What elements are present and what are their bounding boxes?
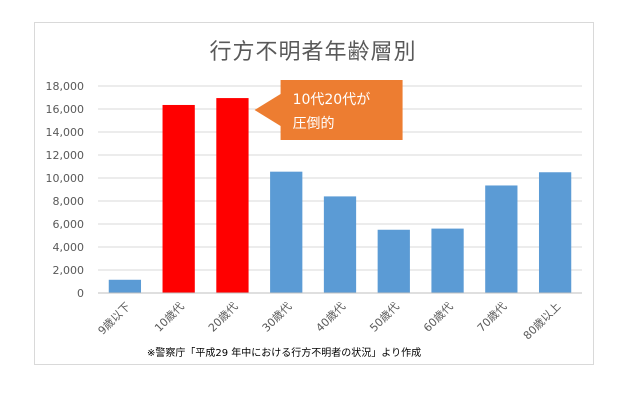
bar-1 bbox=[108, 279, 142, 293]
y-tick-label: 12,000 bbox=[46, 149, 85, 162]
bar-6 bbox=[377, 229, 410, 293]
callout-text-line-2: 圧倒的 bbox=[293, 116, 335, 132]
x-tick-label: 9歳以下 bbox=[96, 300, 133, 337]
callout-text-line-1: 10代20代が bbox=[293, 92, 371, 108]
y-tick-label: 0 bbox=[77, 287, 84, 300]
x-tick-label: 60歳代 bbox=[421, 300, 456, 335]
bar-2 bbox=[162, 104, 195, 293]
bar-8 bbox=[485, 185, 518, 293]
bars bbox=[108, 98, 572, 293]
x-tick-label: 70歳代 bbox=[475, 300, 510, 335]
bar-4 bbox=[270, 171, 303, 293]
x-tick-label: 20歳代 bbox=[206, 300, 241, 335]
y-tick-label: 6,000 bbox=[53, 218, 85, 231]
x-tick-label: 80歳以上 bbox=[521, 300, 563, 342]
y-tick-label: 16,000 bbox=[46, 103, 85, 116]
callout-annotation: 10代20代が 圧倒的 bbox=[254, 80, 403, 140]
x-tick-label: 10歳代 bbox=[152, 300, 187, 335]
bar-9 bbox=[538, 172, 572, 293]
source-note: ※警察庁「平成29 年中における行方不明者の状況」より作成 bbox=[147, 348, 422, 359]
x-tick-label: 40歳代 bbox=[313, 300, 348, 335]
bar-7 bbox=[431, 228, 464, 293]
y-tick-label: 14,000 bbox=[46, 126, 85, 139]
y-tick-label: 18,000 bbox=[46, 80, 85, 93]
y-tick-label: 8,000 bbox=[53, 195, 85, 208]
bar-3 bbox=[216, 98, 249, 293]
chart-title: 行方不明者年齢層別 bbox=[209, 40, 417, 65]
x-tick-label: 50歳代 bbox=[367, 300, 402, 335]
x-tick-label: 30歳代 bbox=[260, 300, 295, 335]
y-axis-ticks: 0 2,000 4,000 6,000 8,000 10,000 12,000 14,000 1… bbox=[46, 80, 85, 300]
x-axis-ticks: 9歳以下 10歳代 20歳代 30歳代 40歳代 50歳代 60歳代 70歳代 80歳以上 bbox=[96, 300, 564, 342]
bar-5 bbox=[323, 196, 357, 293]
y-tick-label: 4,000 bbox=[53, 241, 85, 254]
y-tick-label: 2,000 bbox=[53, 264, 85, 277]
callout-arrow-box bbox=[254, 80, 403, 140]
y-tick-label: 10,000 bbox=[46, 172, 85, 185]
